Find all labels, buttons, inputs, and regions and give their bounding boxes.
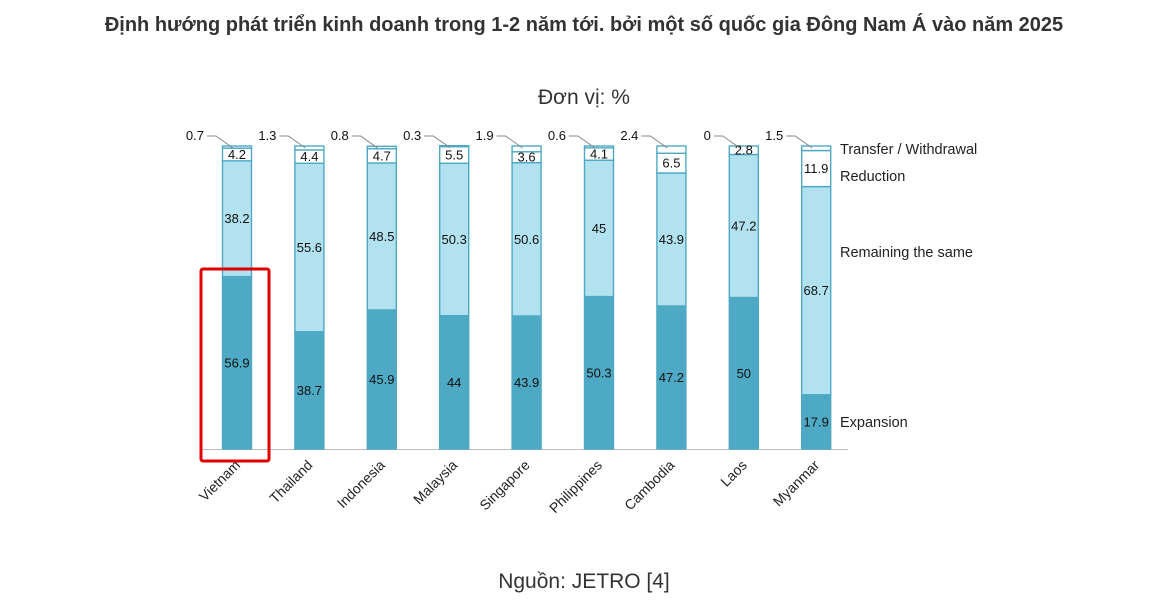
bar-reduction-laos	[728, 145, 759, 156]
legend-transfer: Transfer / Withdrawal	[840, 142, 977, 158]
category-label-indonesia: Indonesia	[334, 457, 388, 511]
bar-transfer-vietnam	[221, 145, 253, 149]
legend-reduction: Reduction	[840, 169, 905, 185]
bar-remaining-thailand	[294, 162, 325, 333]
data-label-transfer-laos: 0	[704, 128, 711, 143]
bar-expansion-philippines	[583, 295, 615, 450]
data-label-expansion-cambodia: 47.2	[659, 370, 684, 385]
data-label-remaining-singapore: 50.6	[514, 232, 539, 247]
category-label-singapore: Singapore	[476, 457, 533, 514]
bar-remaining-laos	[728, 153, 759, 299]
data-label-expansion-philippines: 50.3	[586, 365, 611, 380]
leader-line-vietnam	[207, 135, 234, 149]
leader-line-thailand	[279, 135, 306, 149]
data-label-transfer-vietnam: 0.7	[186, 128, 204, 143]
highlight-box-vietnam	[199, 267, 271, 463]
bar-remaining-singapore	[511, 161, 542, 317]
data-label-expansion-myanmar: 17.9	[804, 414, 829, 429]
bar-expansion-myanmar	[801, 394, 832, 450]
data-label-reduction-myanmar: 11.9	[804, 161, 828, 176]
data-label-remaining-philippines: 45	[592, 221, 606, 236]
category-label-cambodia: Cambodia	[621, 457, 678, 514]
data-label-expansion-singapore: 43.9	[514, 375, 539, 390]
bar-transfer-malaysia	[439, 144, 470, 148]
leader-line-indonesia	[351, 135, 379, 149]
data-label-remaining-myanmar: 68.7	[804, 283, 829, 298]
data-label-remaining-vietnam: 38.2	[224, 211, 249, 226]
bar-expansion-malaysia	[439, 314, 470, 450]
data-label-transfer-philippines: 0.6	[548, 128, 566, 143]
bar-remaining-myanmar	[801, 185, 832, 396]
bar-transfer-indonesia	[366, 145, 397, 150]
data-label-reduction-indonesia: 4.7	[373, 148, 391, 163]
data-label-reduction-philippines: 4.1	[590, 147, 608, 162]
data-label-transfer-indonesia: 0.8	[331, 128, 349, 143]
leader-line-singapore	[496, 135, 523, 149]
data-label-transfer-thailand: 1.3	[258, 128, 276, 143]
category-label-philippines: Philippines	[546, 457, 605, 516]
data-label-expansion-vietnam: 56.9	[224, 355, 249, 370]
category-label-thailand: Thailand	[266, 457, 315, 506]
bar-remaining-cambodia	[656, 172, 687, 307]
data-label-reduction-malaysia: 5.5	[445, 147, 463, 162]
bar-transfer-myanmar	[801, 145, 832, 152]
data-label-transfer-singapore: 1.9	[476, 128, 494, 143]
category-label-myanmar: Myanmar	[770, 457, 823, 510]
bar-transfer-cambodia	[656, 145, 687, 154]
legend-remaining: Remaining the same	[840, 245, 973, 261]
leader-line-philippines	[569, 135, 596, 149]
bar-expansion-indonesia	[366, 309, 397, 450]
data-label-expansion-malaysia: 44	[447, 375, 461, 390]
data-label-remaining-cambodia: 43.9	[659, 232, 684, 247]
bar-expansion-thailand	[294, 331, 325, 450]
data-label-remaining-indonesia: 48.5	[369, 229, 394, 244]
stacked-bar-chart: 56.9 38.2 4.2 0.7 Vietnam 38.7 55.6 4.4 1.3 Thail…	[186, 128, 977, 516]
bar-remaining-indonesia	[366, 162, 397, 311]
bar-expansion-cambodia	[656, 305, 687, 450]
data-label-expansion-indonesia: 45.9	[369, 372, 394, 387]
bar-transfer-thailand	[294, 145, 325, 151]
category-label-laos: Laos	[717, 457, 750, 490]
bar-expansion-laos	[728, 296, 759, 450]
source-label: Nguồn: JETRO [4]	[498, 570, 670, 593]
data-label-reduction-thailand: 4.4	[300, 149, 318, 164]
category-label-malaysia: Malaysia	[410, 457, 461, 508]
data-label-remaining-malaysia: 50.3	[442, 232, 467, 247]
data-label-transfer-cambodia: 2.4	[620, 128, 638, 143]
bar-remaining-malaysia	[439, 162, 470, 317]
leader-line-cambodia	[641, 135, 668, 149]
data-label-remaining-laos: 47.2	[731, 218, 756, 233]
data-label-reduction-vietnam: 4.2	[228, 147, 246, 162]
data-label-transfer-myanmar: 1.5	[765, 128, 783, 143]
data-label-reduction-cambodia: 6.5	[662, 156, 680, 171]
page-title: Định hướng phát triển kinh doanh trong 1…	[104, 14, 1064, 36]
bar-expansion-singapore	[511, 315, 542, 450]
category-label-vietnam: Vietnam	[196, 457, 243, 504]
bar-transfer-philippines	[583, 145, 615, 149]
data-label-expansion-laos: 50	[737, 366, 751, 381]
data-label-remaining-thailand: 55.6	[297, 240, 322, 255]
bar-remaining-philippines	[583, 159, 615, 298]
data-label-expansion-thailand: 38.7	[297, 383, 322, 398]
leader-line-laos	[713, 135, 741, 149]
data-label-reduction-laos: 2.8	[735, 143, 753, 158]
unit-label: Đơn vị: %	[538, 86, 630, 109]
bar-expansion-vietnam	[221, 275, 253, 450]
data-label-reduction-singapore: 3.6	[518, 150, 536, 165]
bar-reduction-myanmar	[801, 149, 832, 188]
legend-expansion: Expansion	[840, 415, 908, 431]
data-label-transfer-malaysia: 0.3	[403, 128, 421, 143]
leader-line-malaysia	[424, 135, 451, 149]
bar-transfer-singapore	[511, 145, 542, 153]
leader-line-myanmar	[786, 135, 813, 149]
